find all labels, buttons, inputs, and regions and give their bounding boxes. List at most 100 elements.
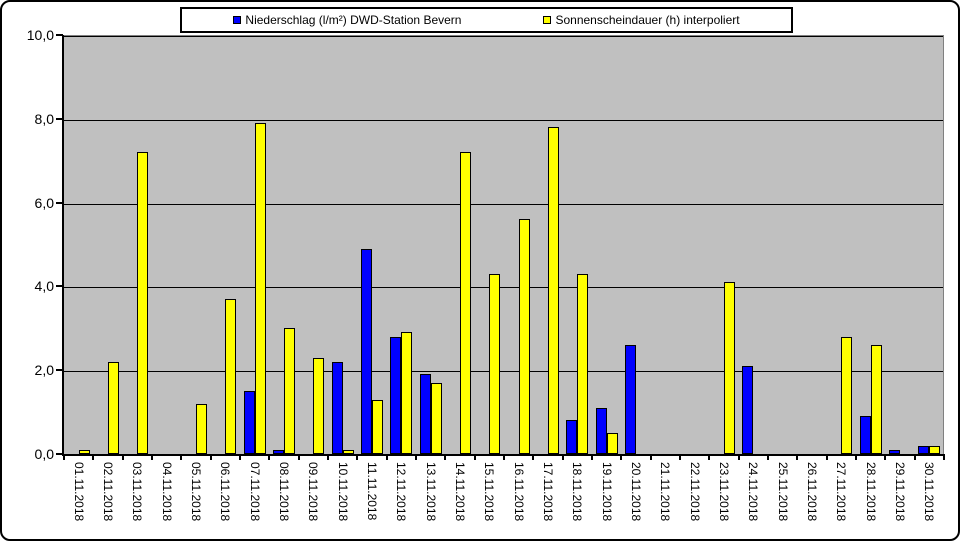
y-tick-6 bbox=[56, 202, 63, 204]
x-tick-28 bbox=[884, 454, 886, 460]
x-tick-1 bbox=[92, 454, 94, 460]
bar-niederschlag-12.11.2018 bbox=[390, 337, 401, 454]
x-tick-3 bbox=[151, 454, 153, 460]
y-tick-2 bbox=[56, 369, 63, 371]
x-tick-0 bbox=[63, 454, 65, 460]
x-axis-label-29.11.2018: 29.11.2018 bbox=[893, 462, 907, 522]
y-tick-8 bbox=[56, 118, 63, 120]
x-tick-5 bbox=[210, 454, 212, 460]
x-tick-18 bbox=[591, 454, 593, 460]
y-axis-label-10: 10,0 bbox=[26, 27, 54, 43]
x-tick-16 bbox=[532, 454, 534, 460]
gridline-10 bbox=[64, 36, 943, 37]
y-tick-0 bbox=[56, 453, 63, 455]
x-axis-label-03.11.2018: 03.11.2018 bbox=[130, 462, 144, 522]
x-axis-label-18.11.2018: 18.11.2018 bbox=[570, 462, 584, 522]
y-axis-label-0: 0,0 bbox=[34, 446, 54, 462]
x-axis-label-13.11.2018: 13.11.2018 bbox=[424, 462, 438, 522]
x-axis-label-14.11.2018: 14.11.2018 bbox=[453, 462, 467, 522]
x-tick-29 bbox=[914, 454, 916, 460]
bar-sonnenschein-30.11.2018 bbox=[929, 446, 940, 454]
x-axis-label-22.11.2018: 22.11.2018 bbox=[688, 462, 702, 522]
bar-sonnenschein-28.11.2018 bbox=[871, 345, 882, 454]
y-tick-4 bbox=[56, 285, 63, 287]
x-axis-label-12.11.2018: 12.11.2018 bbox=[394, 462, 408, 522]
bar-sonnenschein-27.11.2018 bbox=[841, 337, 852, 454]
x-axis-label-28.11.2018: 28.11.2018 bbox=[864, 462, 878, 522]
x-tick-24 bbox=[767, 454, 769, 460]
bar-niederschlag-11.11.2018 bbox=[361, 249, 372, 454]
bar-sonnenschein-13.11.2018 bbox=[431, 383, 442, 454]
x-tick-15 bbox=[503, 454, 505, 460]
x-axis-label-17.11.2018: 17.11.2018 bbox=[541, 462, 555, 522]
x-axis-label-27.11.2018: 27.11.2018 bbox=[834, 462, 848, 522]
bar-sonnenschein-18.11.2018 bbox=[577, 274, 588, 454]
yellow-square-icon bbox=[543, 16, 552, 24]
x-tick-19 bbox=[620, 454, 622, 460]
x-axis-label-24.11.2018: 24.11.2018 bbox=[746, 462, 760, 522]
y-axis-label-2: 2,0 bbox=[34, 362, 54, 378]
y-axis-label-4: 4,0 bbox=[34, 278, 54, 294]
legend: Niederschlag (l/m²) DWD-Station Bevern S… bbox=[180, 7, 793, 33]
bar-sonnenschein-09.11.2018 bbox=[313, 358, 324, 454]
x-axis-label-25.11.2018: 25.11.2018 bbox=[776, 462, 790, 522]
bar-sonnenschein-02.11.2018 bbox=[108, 362, 119, 454]
bar-sonnenschein-05.11.2018 bbox=[196, 404, 207, 454]
x-tick-25 bbox=[796, 454, 798, 460]
x-tick-30 bbox=[943, 454, 945, 460]
bar-niederschlag-13.11.2018 bbox=[420, 374, 431, 454]
bar-niederschlag-29.11.2018 bbox=[889, 450, 900, 454]
x-axis-label-19.11.2018: 19.11.2018 bbox=[600, 462, 614, 522]
bar-niederschlag-07.11.2018 bbox=[244, 391, 255, 454]
x-axis-label-11.11.2018: 11.11.2018 bbox=[365, 462, 379, 521]
bar-sonnenschein-15.11.2018 bbox=[489, 274, 500, 454]
x-tick-20 bbox=[650, 454, 652, 460]
legend-item-niederschlag: Niederschlag (l/m²) DWD-Station Bevern bbox=[233, 14, 461, 26]
x-tick-14 bbox=[474, 454, 476, 460]
x-tick-27 bbox=[855, 454, 857, 460]
bar-sonnenschein-23.11.2018 bbox=[724, 282, 735, 454]
bar-niederschlag-20.11.2018 bbox=[625, 345, 636, 454]
x-axis-label-09.11.2018: 09.11.2018 bbox=[306, 462, 320, 522]
bar-sonnenschein-12.11.2018 bbox=[401, 332, 412, 454]
y-axis-line bbox=[62, 35, 64, 455]
bar-niederschlag-30.11.2018 bbox=[918, 446, 929, 454]
x-tick-11 bbox=[386, 454, 388, 460]
x-tick-22 bbox=[708, 454, 710, 460]
x-tick-23 bbox=[738, 454, 740, 460]
x-axis-label-10.11.2018: 10.11.2018 bbox=[336, 462, 350, 522]
bar-sonnenschein-17.11.2018 bbox=[548, 127, 559, 454]
gridline-8 bbox=[64, 120, 943, 121]
y-axis-label-8: 8,0 bbox=[34, 111, 54, 127]
legend-item-sonnenschein: Sonnenscheindauer (h) interpoliert bbox=[543, 14, 740, 26]
x-tick-7 bbox=[268, 454, 270, 460]
x-axis-label-15.11.2018: 15.11.2018 bbox=[482, 462, 496, 522]
x-axis-label-05.11.2018: 05.11.2018 bbox=[189, 462, 203, 522]
plot-area bbox=[64, 35, 944, 454]
x-axis-label-08.11.2018: 08.11.2018 bbox=[277, 462, 291, 522]
gridline-2 bbox=[64, 371, 943, 372]
bar-niederschlag-10.11.2018 bbox=[332, 362, 343, 454]
x-axis-label-01.11.2018: 01.11.2018 bbox=[72, 462, 86, 522]
x-tick-13 bbox=[444, 454, 446, 460]
x-axis-label-30.11.2018: 30.11.2018 bbox=[922, 462, 936, 522]
bar-sonnenschein-11.11.2018 bbox=[372, 400, 383, 454]
bar-sonnenschein-03.11.2018 bbox=[137, 152, 148, 454]
y-axis-label-6: 6,0 bbox=[34, 195, 54, 211]
x-axis-label-04.11.2018: 04.11.2018 bbox=[160, 462, 174, 522]
x-axis-label-20.11.2018: 20.11.2018 bbox=[629, 462, 643, 522]
bar-niederschlag-18.11.2018 bbox=[566, 420, 577, 454]
bar-niederschlag-08.11.2018 bbox=[273, 450, 284, 454]
bar-sonnenschein-19.11.2018 bbox=[607, 433, 618, 454]
bar-sonnenschein-16.11.2018 bbox=[519, 219, 530, 454]
bar-sonnenschein-14.11.2018 bbox=[460, 152, 471, 454]
bar-niederschlag-28.11.2018 bbox=[860, 416, 871, 454]
x-tick-2 bbox=[122, 454, 124, 460]
gridline-4 bbox=[64, 287, 943, 288]
x-axis-label-06.11.2018: 06.11.2018 bbox=[218, 462, 232, 522]
bar-sonnenschein-06.11.2018 bbox=[225, 299, 236, 454]
x-tick-17 bbox=[562, 454, 564, 460]
bar-niederschlag-19.11.2018 bbox=[596, 408, 607, 454]
x-tick-12 bbox=[415, 454, 417, 460]
bar-sonnenschein-01.11.2018 bbox=[79, 450, 90, 454]
